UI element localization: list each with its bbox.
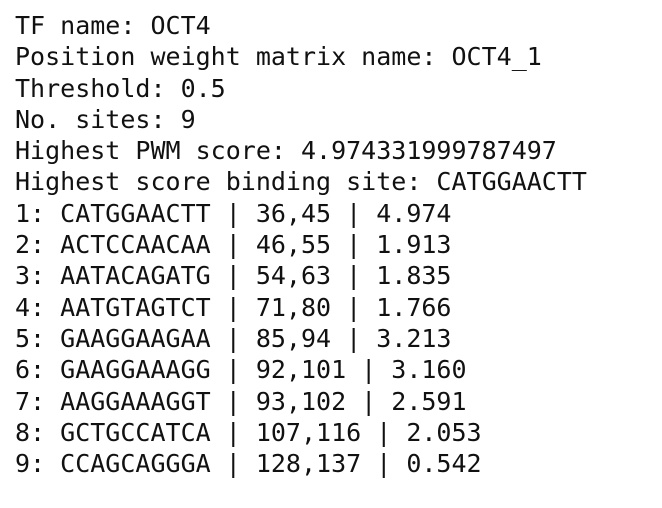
output-line: Highest PWM score: 4.974331999787497 [15, 136, 557, 166]
output-line: Highest score binding site: CATGGAACTT [15, 167, 587, 197]
output-line: 7: AAGGAAAGGT | 93,102 | 2.591 [15, 386, 467, 416]
output-line: 4: AATGTAGTCT | 71,80 | 1.766 [15, 292, 452, 322]
output-line: 2: ACTCCAACAA | 46,55 | 1.913 [15, 230, 452, 260]
output-line: 6: GAAGGAAAGG | 92,101 | 3.160 [15, 355, 467, 385]
output-line: TF name: OCT4 [15, 11, 211, 40]
output-line: No. sites: 9 [15, 104, 196, 134]
output-line: 9: CCAGCAGGGA | 128,137 | 0.542 [15, 449, 482, 479]
output-line: 3: AATACAGATG | 54,63 | 1.835 [15, 261, 452, 291]
output-line: 8: GCTGCCATCA | 107,116 | 2.053 [15, 417, 482, 447]
output-line: 5: GAAGGAAGAA | 85,94 | 3.213 [15, 323, 452, 353]
output-line: Threshold: 0.5 [15, 73, 226, 103]
output-line: 1: CATGGAACTT | 36,45 | 4.974 [15, 198, 452, 228]
output-line: Position weight matrix name: OCT4_1 [15, 42, 542, 72]
